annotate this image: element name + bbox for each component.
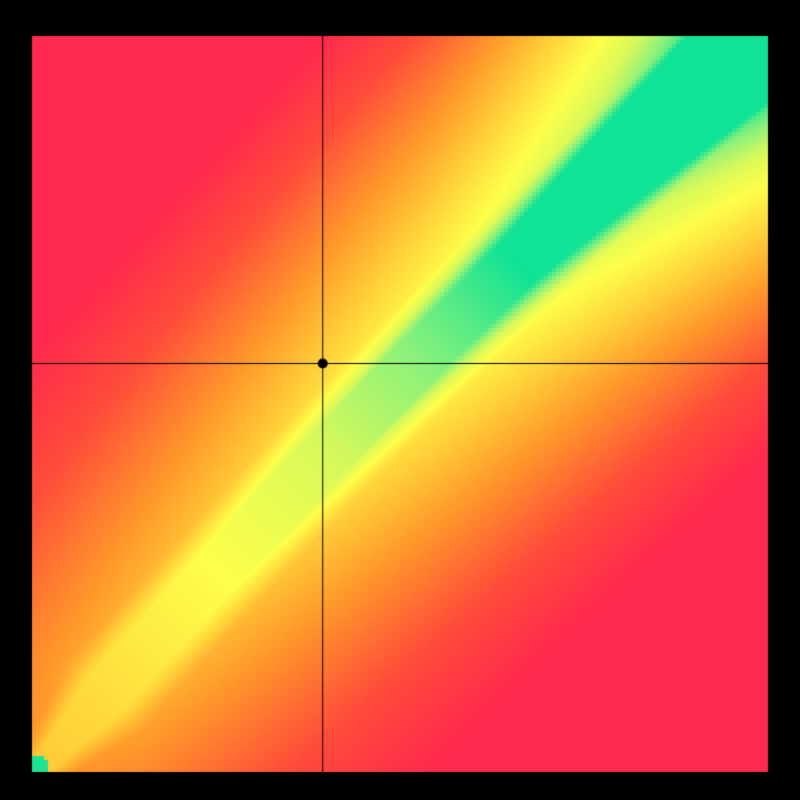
heatmap-canvas bbox=[0, 0, 800, 800]
chart-container: TheBottleneck.com bbox=[0, 0, 800, 800]
